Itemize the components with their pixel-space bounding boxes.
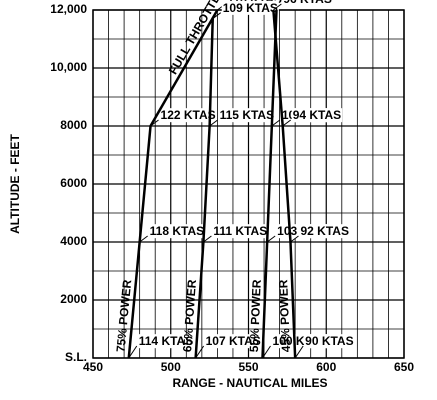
point-label: 94 KTAS [293, 108, 341, 122]
series-name: 55% POWER [247, 279, 264, 353]
point-label: 111 KTAS [213, 224, 267, 238]
x-tick-label: 500 [161, 360, 181, 374]
leader-line [282, 119, 292, 127]
x-tick-label: 450 [83, 360, 103, 374]
label-background [137, 334, 195, 349]
point-label: 122 KTAS [161, 108, 216, 122]
x-tick-label: 550 [238, 360, 258, 374]
leader-line [273, 3, 282, 11]
x-tick-label: 650 [394, 360, 414, 374]
leader-line [290, 235, 299, 243]
label-background [159, 108, 217, 123]
series-name: 45% POWER [276, 279, 293, 353]
y-tick-label: 4000 [60, 234, 87, 248]
x-tick-label: 600 [316, 360, 336, 374]
label-background [299, 224, 350, 239]
power-line [194, 18, 214, 359]
point-label: 107 KTAS [206, 334, 261, 348]
point-label: 115 KTAS [220, 108, 274, 122]
point-label: 118 KTAS [150, 224, 204, 238]
y-tick-label: 8000 [60, 118, 87, 132]
label-background [304, 334, 355, 349]
power-line [272, 9, 297, 359]
y-tick-label: S.L. [65, 350, 87, 364]
leader-line [212, 12, 222, 20]
leader-line [262, 345, 271, 359]
series-name: 65% POWER [180, 279, 199, 353]
label-background [212, 224, 269, 239]
leader-line [271, 119, 281, 127]
y-axis-label: ALTITUDE - FEET [8, 133, 22, 233]
label-background [291, 108, 343, 123]
leader-line [294, 345, 304, 359]
series-name: 75% POWER [114, 279, 135, 353]
y-tick-label: 2000 [60, 292, 87, 306]
y-tick-label: 6000 [60, 176, 87, 190]
label-background [282, 0, 333, 7]
power-line [149, 9, 219, 127]
label-background [221, 0, 279, 15]
power-line [261, 9, 278, 359]
label-background [204, 334, 262, 349]
leader-line [128, 345, 138, 359]
y-tick-label: 12,000 [50, 2, 87, 16]
point-label: 90 KTAS [305, 334, 353, 348]
leader-line [195, 345, 205, 359]
leader-line [203, 235, 212, 243]
point-label: 92 KTAS [300, 224, 348, 238]
x-axis-label: RANGE - NAUTICAL MILES [172, 376, 327, 390]
y-tick-label: 10,000 [50, 60, 87, 74]
leader-line [209, 119, 218, 127]
point-label: 114 KTAS [139, 334, 193, 348]
leader-line [266, 235, 276, 243]
point-label: 109 KTAS [223, 1, 278, 15]
label-background [148, 224, 206, 239]
point-label: 96 KTAS [283, 0, 331, 6]
label-background [218, 108, 276, 123]
leader-line [139, 235, 148, 243]
